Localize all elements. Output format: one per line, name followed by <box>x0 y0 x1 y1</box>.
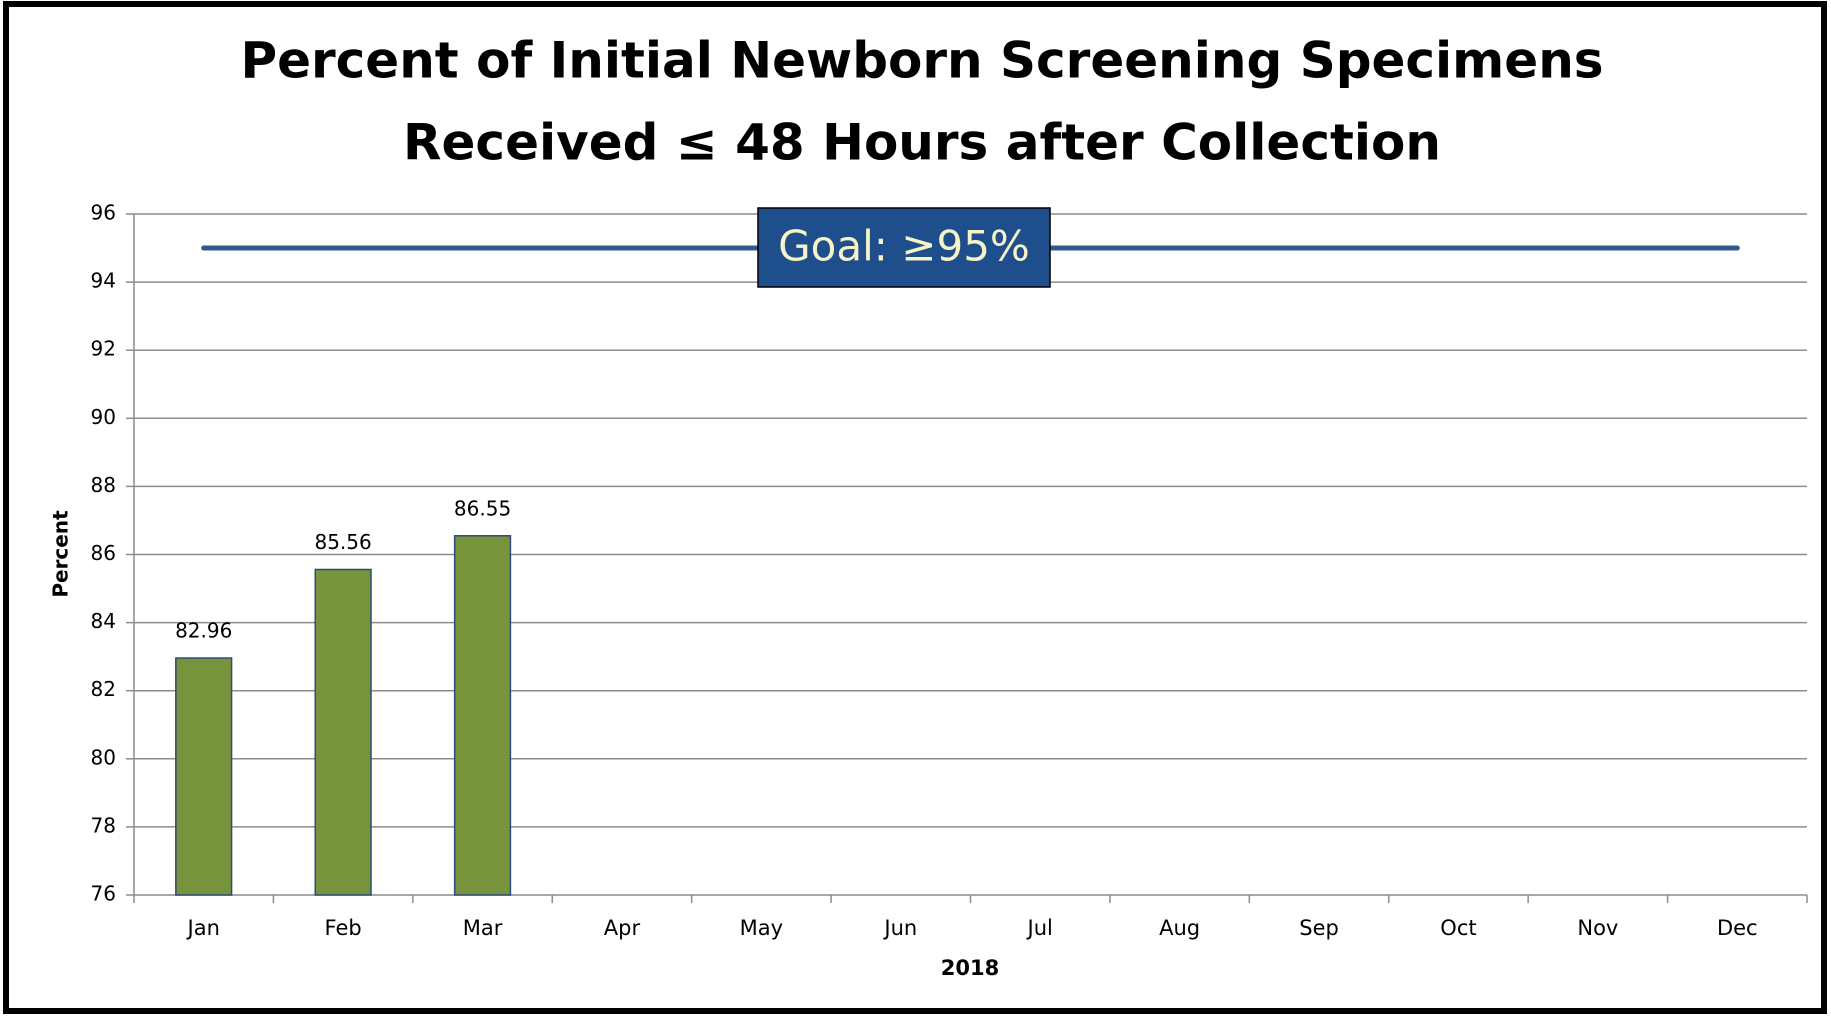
chart-title: Received ≤ 48 Hours after Collection <box>403 114 1441 172</box>
x-tick-label: Apr <box>604 916 641 940</box>
y-tick-label: 76 <box>91 882 116 906</box>
y-axis-label: Percent <box>49 510 73 598</box>
y-tick-label: 88 <box>91 473 116 497</box>
y-tick-label: 90 <box>91 405 116 429</box>
y-tick-label: 82 <box>91 677 116 701</box>
x-tick-label: Feb <box>325 916 362 940</box>
bar <box>453 535 512 896</box>
chart-title: Percent of Initial Newborn Screening Spe… <box>240 32 1603 90</box>
y-tick-label: 94 <box>91 269 116 293</box>
x-tick-label: Oct <box>1440 916 1476 940</box>
x-tick-label: Mar <box>463 916 503 940</box>
y-tick-label: 86 <box>91 541 116 565</box>
x-tick-label: Sep <box>1299 916 1339 940</box>
x-tick-label: Jul <box>1026 916 1053 940</box>
data-label: 86.55 <box>454 496 511 520</box>
goal-label: Goal: ≥95% <box>778 222 1030 271</box>
data-label: 82.96 <box>175 619 232 643</box>
x-tick-label: Jun <box>882 916 917 940</box>
x-tick-label: Nov <box>1577 916 1618 940</box>
x-axis-label: 2018 <box>941 956 999 980</box>
x-tick-label: Aug <box>1159 916 1200 940</box>
goal-box <box>757 207 1051 288</box>
y-tick-label: 96 <box>91 201 116 225</box>
x-tick-label: Dec <box>1717 916 1758 940</box>
bar <box>175 657 233 896</box>
y-tick-label: 80 <box>91 745 116 769</box>
x-tick-label: Jan <box>186 916 220 940</box>
y-tick-label: 92 <box>91 337 116 361</box>
y-tick-label: 84 <box>91 609 116 633</box>
y-tick-label: 78 <box>91 813 116 837</box>
chart-frame <box>3 1 1827 1014</box>
x-tick-label: May <box>740 916 783 940</box>
data-label: 85.56 <box>314 530 371 554</box>
bar <box>314 568 372 896</box>
